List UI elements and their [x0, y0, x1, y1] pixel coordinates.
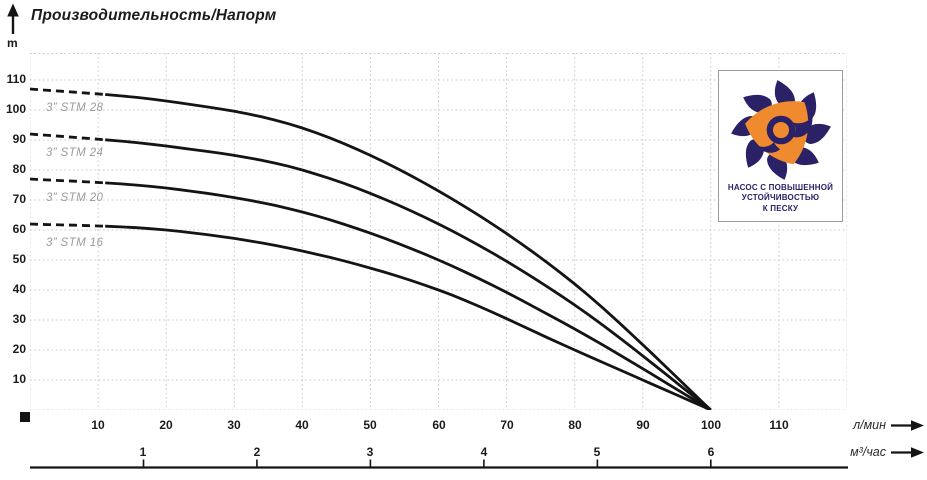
curve-3-stm-16-dashed-segment: [30, 222, 106, 228]
x2-axis-arrow-icon-head: [911, 447, 924, 458]
chart-title: Производительность/Напорм: [31, 7, 277, 24]
curve-label-3-stm-28: 3” STM 28: [46, 102, 104, 114]
x-tick-label-40: 40: [295, 418, 309, 432]
y-tick-label-110: 110: [6, 72, 26, 86]
y-axis-arrow-head-icon: [7, 3, 19, 17]
y-tick-label-90: 90: [12, 132, 26, 146]
origin-marker: [20, 412, 30, 422]
curve-3-stm-24: [105, 138, 712, 410]
curve-label-3-stm-20: 3” STM 20: [46, 192, 104, 204]
x-tick-label-30: 30: [227, 418, 241, 432]
plot-area: [30, 53, 847, 410]
y-tick-label-20: 20: [12, 342, 26, 356]
curve-label-3-stm-24: 3” STM 24: [46, 147, 104, 159]
badge-text-line3: К ПЕСКУ: [762, 203, 799, 213]
y-tick-label-50: 50: [12, 252, 26, 266]
curve-3-stm-24-dashed-segment: [30, 132, 106, 142]
x2-tick-label-4: 4: [480, 445, 488, 459]
x1-axis-arrow-icon-head: [911, 420, 924, 431]
curve-3-stm-28: [105, 93, 712, 410]
y-tick-label-40: 40: [12, 282, 26, 296]
x-tick-label-20: 20: [159, 418, 173, 432]
curve-3-stm-20: [105, 181, 712, 410]
curve-3-stm-28-dashed-segment: [30, 87, 106, 96]
curve-3-stm-16: [105, 224, 712, 410]
x-tick-label-80: 80: [568, 418, 582, 432]
x-tick-label-60: 60: [432, 418, 446, 432]
x-tick-label-90: 90: [636, 418, 650, 432]
x-axis-unit-m3-h: м³/час: [850, 445, 886, 459]
x-tick-label-100: 100: [700, 418, 722, 432]
x2-tick-label-5: 5: [593, 445, 601, 459]
x-tick-label-70: 70: [500, 418, 514, 432]
curve-label-3-stm-16: 3” STM 16: [46, 237, 104, 249]
y-tick-label-30: 30: [12, 312, 26, 326]
y-tick-label-10: 10: [12, 372, 26, 386]
x-tick-label-110: 110: [769, 418, 789, 432]
y-axis-unit-label: m: [7, 36, 18, 50]
badge-text-line1: НАСОС С ПОВЫШЕННОЙ: [727, 182, 834, 192]
y-tick-label-100: 100: [5, 102, 26, 116]
y-tick-label-60: 60: [12, 222, 26, 236]
x2-tick-label-2: 2: [253, 445, 261, 459]
x-tick-label-50: 50: [363, 418, 377, 432]
x2-tick-label-6: 6: [707, 445, 715, 459]
impeller-emblem-icon: [731, 80, 831, 180]
y-tick-label-80: 80: [12, 162, 26, 176]
curve-3-stm-20-dashed-segment: [30, 177, 106, 185]
badge-text: НАСОС С ПОВЫШЕННОЙ УСТОЙЧИВОСТЬЮ К ПЕСКУ: [719, 183, 842, 214]
x-tick-label-10: 10: [91, 418, 105, 432]
x2-tick-label-3: 3: [366, 445, 374, 459]
y-tick-label-70: 70: [12, 192, 26, 206]
sand-resistance-badge: НАСОС С ПОВЫШЕННОЙ УСТОЙЧИВОСТЬЮ К ПЕСКУ: [718, 70, 843, 222]
x-axis-unit-l-min: л/мин: [853, 418, 886, 432]
badge-text-line2: УСТОЙЧИВОСТЬЮ: [741, 193, 820, 203]
x2-tick-label-1: 1: [139, 445, 147, 459]
